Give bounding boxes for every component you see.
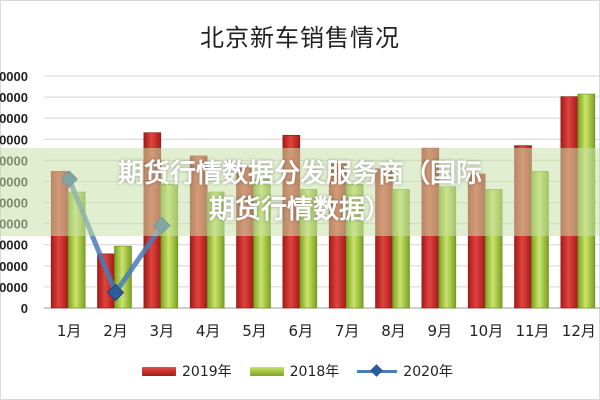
watermark-line-2: 期货行情数据） (208, 195, 391, 225)
x-tick-label: 4月 (196, 322, 221, 340)
watermark-line-1: 期货行情数据分发服务商（国际 (117, 159, 482, 189)
y-tick-label: 0000 (0, 111, 28, 126)
x-tick-label: 6月 (289, 322, 314, 340)
x-tick-label: 1月 (57, 322, 82, 340)
y-tick-label: 0000 (0, 132, 28, 147)
legend-item-2018: 2018年 (249, 361, 340, 381)
chart-legend: 2019年 2018年 2020年 (142, 360, 453, 382)
y-tick-label: 0 (21, 301, 28, 316)
legend-swatch-2019 (142, 366, 176, 376)
y-tick-label: 0000 (0, 280, 28, 295)
legend-label-2020: 2020年 (403, 364, 453, 380)
x-tick-label: 10月 (469, 322, 503, 340)
x-tick-label: 7月 (335, 322, 360, 340)
y-tick-label: 0000 (0, 259, 28, 274)
legend-label-2019: 2019年 (182, 364, 232, 380)
legend-item-2020: 2020年 (357, 361, 453, 381)
point-2020 (106, 283, 125, 302)
x-tick-label: 12月 (562, 322, 596, 340)
x-tick-label: 2月 (103, 322, 128, 340)
y-tick-label: 0000 (0, 69, 28, 84)
legend-label-2018: 2018年 (289, 364, 340, 380)
legend-swatch-2018 (249, 366, 284, 376)
y-tick-label: 0000 (0, 90, 28, 105)
x-tick-label: 3月 (150, 322, 175, 340)
x-tick-label: 11月 (515, 322, 549, 340)
y-tick-label: 0000 (0, 238, 28, 253)
legend-swatch-2020 (357, 364, 398, 378)
chart-title: 北京新车销售情况 (200, 24, 400, 52)
watermark-banner: 期货行情数据分发服务商（国际 期货行情数据） (0, 148, 600, 236)
x-tick-label: 8月 (381, 322, 406, 340)
x-tick-label: 5月 (242, 322, 267, 340)
x-tick-label: 9月 (428, 322, 453, 340)
legend-item-2019: 2019年 (142, 361, 232, 381)
